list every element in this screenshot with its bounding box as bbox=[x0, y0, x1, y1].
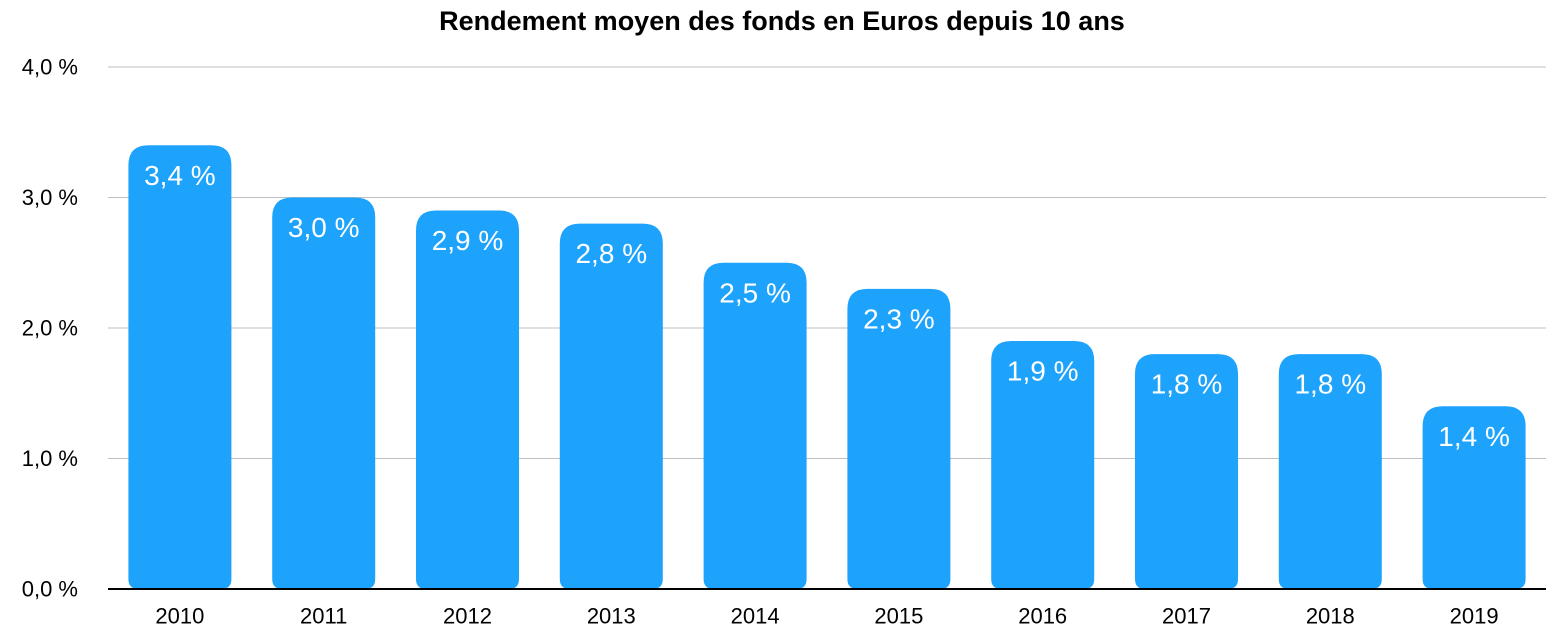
x-tick-label: 2019 bbox=[1450, 604, 1499, 629]
bar-2012 bbox=[416, 210, 519, 590]
bar-2019 bbox=[1422, 406, 1526, 589]
x-tick-label: 2011 bbox=[300, 604, 347, 629]
x-tick-label: 2013 bbox=[587, 604, 636, 629]
bar-2013 bbox=[559, 223, 663, 589]
bar-2014 bbox=[703, 262, 807, 589]
data-label-2015: 2,3 % bbox=[863, 303, 935, 334]
data-label-2010: 3,4 % bbox=[144, 160, 216, 191]
y-tick-label: 1,0 % bbox=[22, 446, 78, 471]
y-tick-label: 4,0 % bbox=[22, 55, 78, 80]
y-tick-label: 0,0 % bbox=[22, 577, 78, 602]
y-tick-label: 2,0 % bbox=[22, 316, 78, 341]
bar-2015 bbox=[847, 288, 951, 589]
x-tick-label: 2012 bbox=[443, 604, 492, 629]
bar-2017 bbox=[1135, 354, 1238, 589]
x-tick-label: 2016 bbox=[1018, 604, 1067, 629]
x-tick-label: 2010 bbox=[155, 604, 204, 629]
data-label-2017: 1,8 % bbox=[1151, 369, 1223, 400]
y-tick-label: 3,0 % bbox=[22, 185, 78, 210]
bars: 3,4 % 3,0 % 2,9 % 2,8 % 2,5 % 2,3 % 1,9 % 1,8 %… bbox=[128, 145, 1526, 590]
bar-2016 bbox=[991, 341, 1095, 589]
x-tick-label: 2014 bbox=[731, 604, 780, 629]
data-label-2016: 1,9 % bbox=[1007, 356, 1079, 387]
bar-2010 bbox=[128, 145, 232, 590]
x-tick-label: 2017 bbox=[1162, 604, 1211, 629]
chart-title: Rendement moyen des fonds en Euros depui… bbox=[439, 6, 1125, 36]
bar-2018 bbox=[1278, 354, 1382, 589]
data-label-2013: 2,8 % bbox=[575, 238, 647, 269]
data-label-2018: 1,8 % bbox=[1294, 369, 1366, 400]
data-label-2011: 3,0 % bbox=[288, 212, 360, 243]
bar-2011 bbox=[272, 197, 376, 589]
x-tick-label: 2015 bbox=[874, 604, 923, 629]
data-label-2019: 1,4 % bbox=[1438, 421, 1510, 452]
data-label-2014: 2,5 % bbox=[719, 277, 791, 308]
x-axis-category-labels: 2010 2011 2012 2013 2014 2015 2016 2017 2018 2019 bbox=[155, 604, 1498, 629]
y-axis-tick-labels: 0,0 % 1,0 % 2,0 % 3,0 % 4,0 % bbox=[22, 55, 78, 602]
x-tick-label: 2018 bbox=[1306, 604, 1355, 629]
data-label-2012: 2,9 % bbox=[432, 225, 504, 256]
